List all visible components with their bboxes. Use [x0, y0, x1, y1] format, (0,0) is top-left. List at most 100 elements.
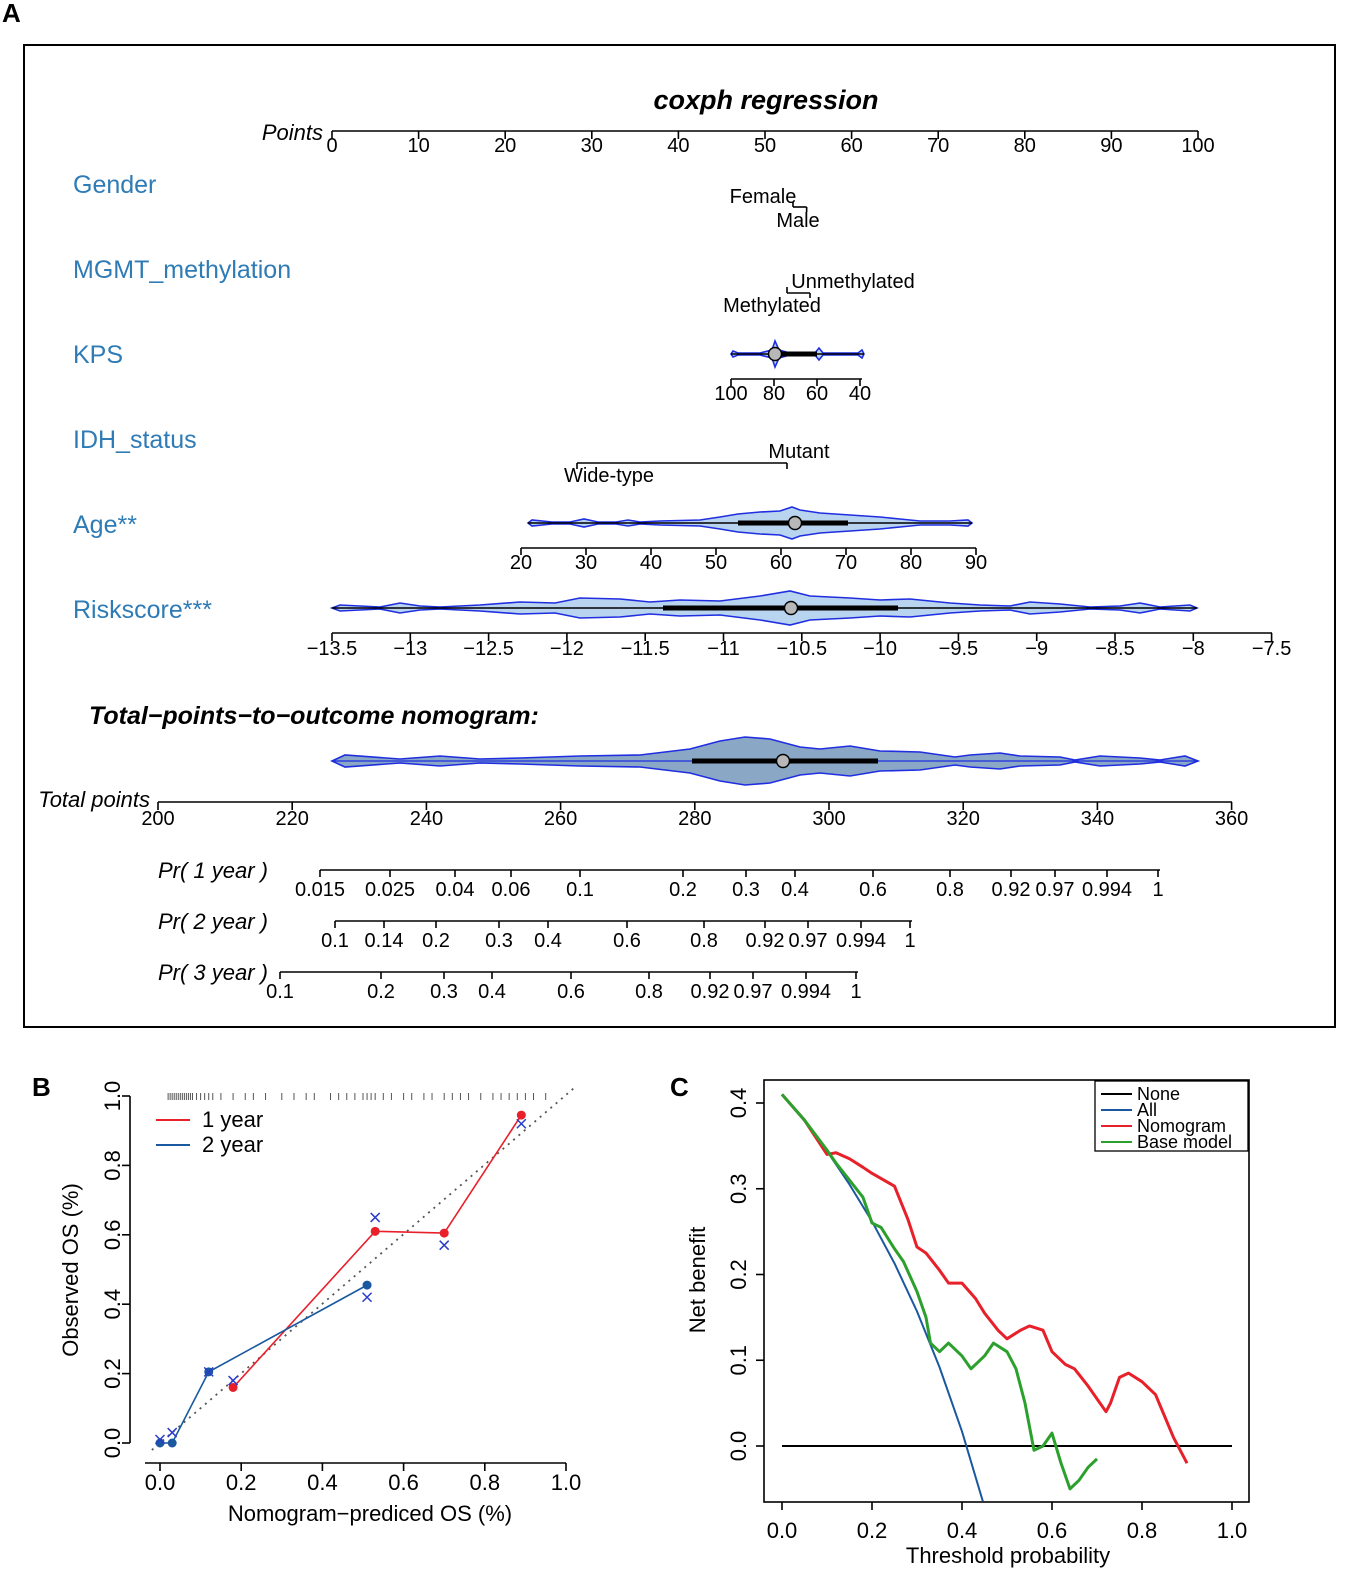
probability-axis-tick-label: 0.994 [781, 981, 831, 1003]
probability-axis-tick-label: 0.92 [746, 930, 785, 952]
riskscore-median-marker [783, 600, 799, 616]
probability-axis-tick-label: 0.14 [365, 930, 404, 952]
probability-axis-tick-label: 0.1 [266, 981, 294, 1003]
kps-axis-tick-label: 60 [806, 383, 828, 405]
nomogram-title: coxph regression [653, 85, 878, 115]
mgmt-level-label: Methylated [723, 295, 821, 317]
bias-corrected-marker [370, 1212, 381, 1223]
probability-axis-label: Pr( 2 year ) [158, 909, 268, 934]
total-points-axis-tick-label: 240 [410, 808, 443, 830]
probability-axis-tick-label: 0.2 [422, 930, 450, 952]
probability-axis-tick-label: 0.6 [613, 930, 641, 952]
total-points-axis-tick-label: 220 [276, 808, 309, 830]
dca-panel: 0.0 0.2 0.4 0.6 0.8 1.00.00.10.20.30.4Thresho… [685, 1079, 1250, 1568]
calibration-point [370, 1226, 380, 1236]
riskscore-axis-tick-label: −11.5 [621, 638, 670, 660]
calibration-point [516, 1110, 526, 1120]
x-axis-tick-label: 1.0 [551, 1470, 582, 1495]
total-points-axis-tick-label: 260 [544, 808, 577, 830]
y-axis-tick-label: 0.2 [100, 1358, 125, 1389]
y-axis-tick-label: 0.0 [100, 1428, 125, 1459]
riskscore-axis-tick-label: −12.5 [463, 638, 514, 660]
bias-corrected-marker [203, 1366, 214, 1377]
probability-axis-tick-label: 0.97 [1036, 879, 1075, 901]
variable-label: IDH_status [73, 426, 197, 454]
calibration-point [167, 1438, 177, 1448]
y-axis-title: Observed OS (%) [58, 1183, 83, 1357]
decision-curve-line [780, 1093, 1189, 1464]
x-axis-tick-label: 0.0 [145, 1470, 176, 1495]
plot-frame [763, 1079, 1250, 1503]
probability-axis-tick-label: 0.025 [365, 879, 415, 901]
idh-level-label: Mutant [768, 441, 830, 463]
y-axis-tick-label: 0.8 [100, 1150, 125, 1181]
probability-axis-tick-label: 0.06 [492, 879, 531, 901]
total-points-axis-tick-label: 200 [141, 808, 174, 830]
y-axis-tick-label: 0.0 [726, 1431, 751, 1462]
legend-label: 1 year [202, 1107, 263, 1132]
probability-axis-tick-label: 0.97 [734, 981, 773, 1003]
probability-axis-tick-label: 1 [850, 981, 861, 1003]
panel-label-a: A [2, 0, 21, 28]
reference-diagonal [151, 1087, 575, 1451]
panel-label-c: C [670, 1072, 689, 1102]
x-axis-title: Threshold probability [906, 1543, 1110, 1568]
age-axis-tick-label: 90 [965, 552, 987, 574]
panel-label-b: B [32, 1072, 51, 1102]
calibration-series-line [160, 1284, 368, 1444]
probability-axis-tick-label: 0.3 [430, 981, 458, 1003]
y-axis-tick-label: 0.4 [100, 1289, 125, 1320]
kps-axis-tick-label: 80 [763, 383, 785, 405]
riskscore-axis-tick-label: −13 [393, 638, 427, 660]
age-axis-tick-label: 60 [770, 552, 792, 574]
legend-box [1094, 1080, 1249, 1152]
age-axis-tick-label: 30 [575, 552, 597, 574]
bias-corrected-marker [362, 1292, 373, 1303]
x-axis-title: Nomogram−prediced OS (%) [228, 1501, 512, 1526]
probability-axis-tick-label: 0.1 [566, 879, 594, 901]
calibration-point [439, 1228, 449, 1238]
gender-level-label: Male [776, 210, 819, 232]
legend-label: Nomogram [1137, 1116, 1226, 1136]
probability-axis-label: Pr( 3 year ) [158, 960, 268, 985]
bias-corrected-marker [154, 1434, 166, 1445]
riskscore-axis-tick-label: −7.5 [1252, 638, 1291, 660]
y-axis-tick-label: 0.1 [726, 1345, 751, 1376]
panel-a-frame [23, 44, 1336, 1028]
riskscore-axis-tick-label: −12 [550, 638, 584, 660]
calibration-point [228, 1382, 238, 1392]
probability-axis-tick-label: 0.8 [690, 930, 718, 952]
riskscore-axis-tick-label: −9 [1025, 638, 1048, 660]
x-axis-tick-label: 0.4 [947, 1518, 978, 1543]
legend-label: None [1137, 1084, 1180, 1104]
riskscore-axis-tick-label: −8.5 [1095, 638, 1134, 660]
age-axis-tick-label: 40 [640, 552, 662, 574]
age-median-marker [787, 515, 803, 531]
calibration-point [362, 1280, 372, 1290]
age-axis-tick-label: 80 [900, 552, 922, 574]
x-axis-tick-label: 0.2 [857, 1518, 888, 1543]
total-section-title: Total−points−to−outcome nomogram: [89, 702, 539, 730]
bias-corrected-marker [516, 1118, 527, 1129]
riskscore-axis-tick-label: −10 [863, 638, 897, 660]
variable-label: Gender [73, 171, 156, 199]
decision-curve-line [780, 1093, 1099, 1491]
points-axis-tick-label: 50 [754, 135, 776, 157]
points-axis-tick-label: 10 [407, 135, 429, 157]
x-axis-tick-label: 0.6 [388, 1470, 419, 1495]
probability-axis-tick-label: 0.92 [992, 879, 1031, 901]
x-axis-tick-label: 0.2 [226, 1470, 257, 1495]
riskscore-axis-tick-label: −10.5 [776, 638, 827, 660]
probability-axis-tick-label: 0.4 [534, 930, 562, 952]
y-axis-tick-label: 0.6 [100, 1220, 125, 1251]
gender-level-label: Female [730, 186, 797, 208]
bias-corrected-marker [228, 1375, 239, 1386]
variable-label: Age** [73, 511, 137, 539]
calibration-panel: 0.0 0.2 0.4 0.6 0.8 1.0 0.0 0.2 0.4 0.6 0.8 1.0 Nomo… [58, 1081, 581, 1526]
probability-axis-tick-label: 0.994 [836, 930, 886, 952]
points-axis-tick-label: 0 [326, 135, 337, 157]
total-points-axis-label: Total points [38, 787, 150, 812]
probability-axis-tick-label: 0.4 [781, 879, 809, 901]
